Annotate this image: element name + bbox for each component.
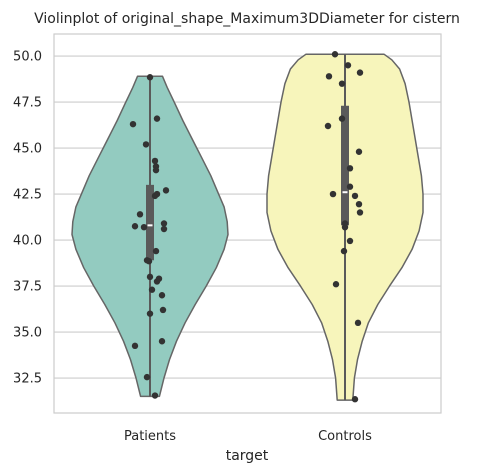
data-point xyxy=(340,247,348,255)
data-point xyxy=(329,190,337,198)
median-marker xyxy=(342,191,348,194)
chart-title: Violinplot of original_shape_Maximum3DDi… xyxy=(34,11,460,27)
data-point xyxy=(324,122,332,130)
data-point xyxy=(131,223,139,230)
y-tick-label: 45.0 xyxy=(13,142,42,157)
data-point xyxy=(331,51,339,58)
data-point xyxy=(160,225,168,233)
x-axis-label: target xyxy=(226,448,269,464)
data-point xyxy=(351,396,359,403)
data-point xyxy=(162,187,170,194)
data-point xyxy=(346,165,354,172)
data-point xyxy=(355,148,363,155)
median-marker xyxy=(147,224,153,227)
data-point xyxy=(338,115,346,122)
data-point xyxy=(151,192,159,200)
data-point xyxy=(351,192,359,200)
y-tick-label: 42.5 xyxy=(13,188,42,203)
data-point xyxy=(346,183,354,190)
data-point xyxy=(136,211,144,218)
data-point xyxy=(143,373,151,381)
data-point xyxy=(356,69,364,76)
data-point xyxy=(160,220,168,227)
iqr-box xyxy=(146,184,154,261)
data-point xyxy=(129,120,137,128)
data-point xyxy=(153,278,161,285)
data-point xyxy=(159,306,167,314)
data-point xyxy=(346,237,354,245)
data-point xyxy=(158,338,166,345)
data-point xyxy=(344,62,352,69)
data-point xyxy=(354,319,362,327)
x-tick-label: Patients xyxy=(124,429,176,444)
data-point xyxy=(131,342,139,350)
points-layer xyxy=(129,51,364,403)
iqr-box xyxy=(341,105,349,226)
x-tick-labels: Patients Controls xyxy=(124,429,372,444)
y-tick-label: 35.0 xyxy=(13,326,42,341)
y-tick-label: 40.0 xyxy=(13,234,42,249)
y-tick-label: 32.5 xyxy=(13,372,42,387)
x-tick-label: Controls xyxy=(318,429,372,444)
data-point xyxy=(355,200,363,208)
data-point xyxy=(341,223,349,231)
y-tick-label: 37.5 xyxy=(13,280,42,295)
data-point xyxy=(145,258,153,265)
data-point xyxy=(325,73,333,80)
data-point xyxy=(142,141,150,148)
data-point xyxy=(146,74,154,81)
data-point xyxy=(140,223,148,231)
data-point xyxy=(153,115,161,122)
violin-layer xyxy=(71,53,424,401)
data-point xyxy=(151,157,159,165)
data-point xyxy=(146,310,154,317)
data-point xyxy=(152,166,160,174)
y-tick-label: 50.0 xyxy=(13,50,42,65)
data-point xyxy=(148,286,156,293)
data-point xyxy=(151,392,159,399)
data-point xyxy=(338,80,346,87)
data-point xyxy=(158,292,166,299)
y-tick-label: 47.5 xyxy=(13,96,42,111)
data-point xyxy=(152,247,160,255)
plot-frame xyxy=(53,33,442,414)
y-tick-labels: 32.5 35.0 37.5 40.0 42.5 45.0 47.5 50.0 xyxy=(13,50,42,387)
data-point xyxy=(356,209,364,216)
data-point xyxy=(146,273,154,281)
data-point xyxy=(332,281,340,288)
